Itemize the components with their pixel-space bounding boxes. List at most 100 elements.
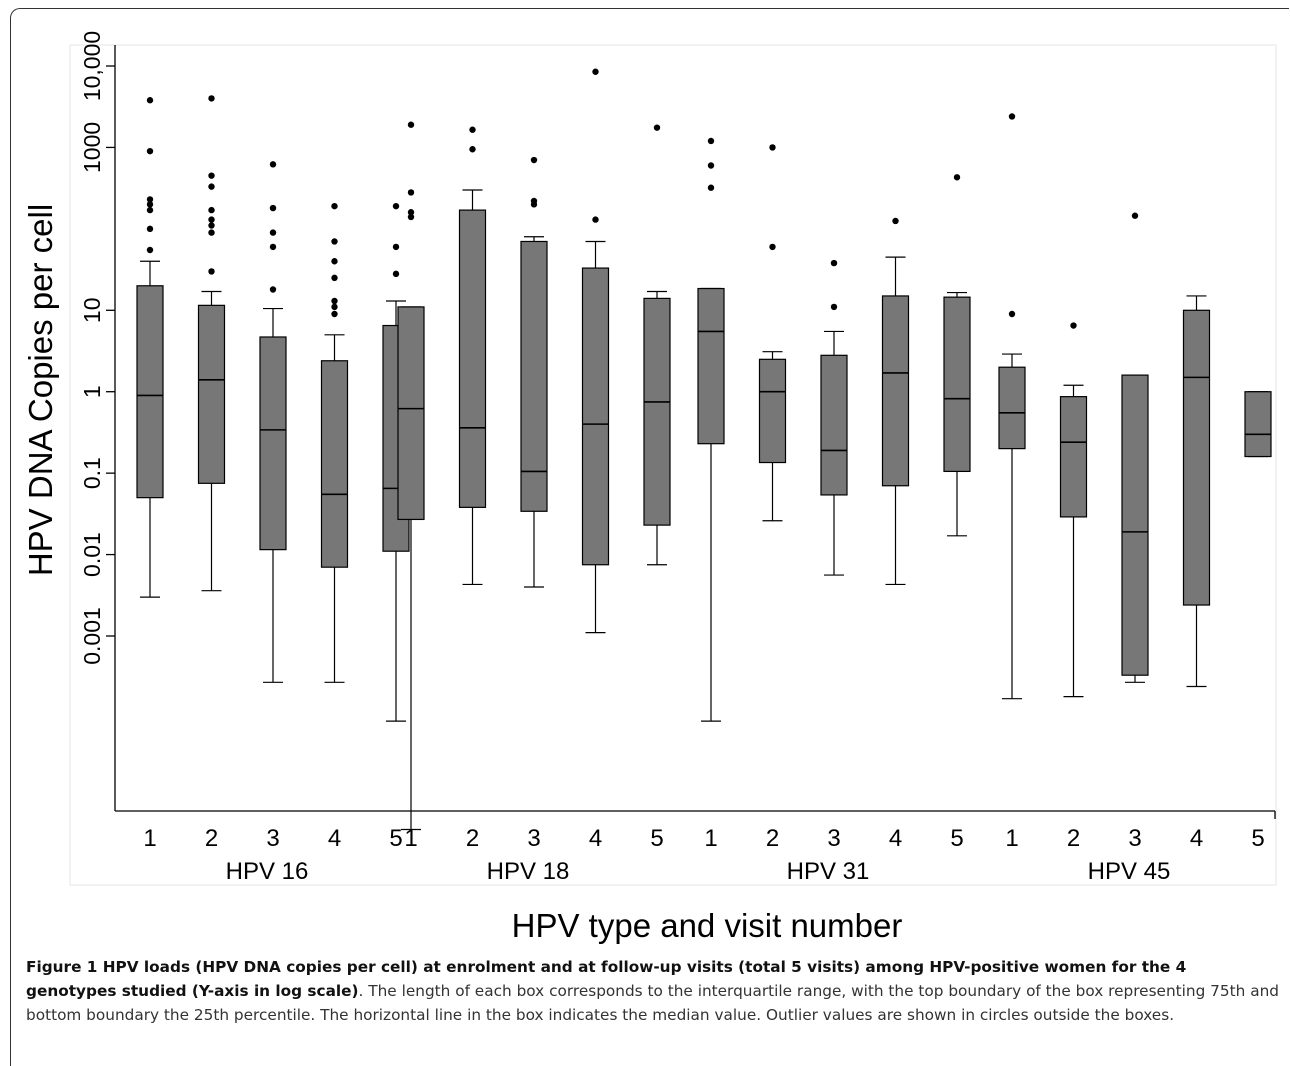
outlier-point <box>392 243 400 251</box>
visit-label: 5 <box>650 825 663 852</box>
outlier-point <box>407 209 415 216</box>
outlier-point <box>208 229 215 236</box>
outlier-point <box>331 297 338 305</box>
group-label: HPV 16 <box>226 858 309 885</box>
y-tick-label: 0.1 <box>79 457 105 489</box>
outlier-point <box>707 184 715 191</box>
outlier-point <box>208 206 215 214</box>
group-label: HPV 31 <box>787 858 870 885</box>
iqr-box <box>758 358 787 464</box>
iqr-box <box>643 297 671 526</box>
outlier-point <box>208 95 215 102</box>
iqr-box <box>320 360 349 568</box>
box-3-3 <box>1182 295 1211 688</box>
iqr-box <box>1059 396 1088 518</box>
outlier-point <box>146 201 154 208</box>
outlier-point <box>407 121 415 128</box>
visit-label: 4 <box>328 825 341 852</box>
x-axis-title: HPV type and visit number <box>512 907 903 944</box>
outlier-point <box>830 303 838 311</box>
box-2-3 <box>881 217 910 586</box>
visit-label: 3 <box>266 825 279 852</box>
caption-body: . The length of each box corresponds to … <box>26 982 1279 1024</box>
outlier-point <box>707 162 715 169</box>
outlier-point <box>146 97 154 104</box>
box-1-2 <box>520 156 548 588</box>
visit-label: 3 <box>1128 825 1141 852</box>
outlier-point <box>469 126 476 133</box>
outlier-point <box>146 206 154 214</box>
outlier-point <box>469 146 476 153</box>
visit-label: 2 <box>466 825 479 852</box>
outlier-point <box>769 243 776 251</box>
figure-frame <box>10 8 1289 1066</box>
box-plot-chart: 0.001 0.01 0.1 1 10 1000 10,000 1 2 3 4 5 HPV 16 1 2 3… <box>22 31 1277 944</box>
outlier-point <box>530 201 538 208</box>
group-label: HPV 18 <box>487 858 570 885</box>
visit-label: 2 <box>205 825 218 852</box>
outlier-point <box>146 196 154 203</box>
iqr-box <box>136 285 164 499</box>
outlier-point <box>208 216 215 223</box>
visit-label: 4 <box>1190 825 1203 852</box>
y-tick-label: 10,000 <box>79 31 105 101</box>
iqr-box <box>697 287 725 445</box>
y-axis-title: HPV DNA Copies per cell <box>22 204 59 576</box>
iqr-box <box>998 366 1026 450</box>
outlier-point <box>1008 113 1016 120</box>
box-0-2 <box>259 161 287 683</box>
outlier-point <box>269 161 277 168</box>
visit-label: 5 <box>389 825 402 852</box>
outlier-point <box>892 217 899 225</box>
outlier-point <box>208 183 215 190</box>
outlier-point <box>208 172 215 179</box>
visit-label: 4 <box>889 825 902 852</box>
outlier-point <box>1131 212 1139 219</box>
outlier-point <box>331 238 338 245</box>
visit-label: 3 <box>827 825 840 852</box>
box-0-0 <box>136 97 164 598</box>
box-0-1 <box>197 95 226 592</box>
box-1-3 <box>581 68 610 634</box>
outlier-point <box>769 144 776 151</box>
box-1-0 <box>397 121 425 831</box>
outlier-point <box>208 222 215 229</box>
y-tick-label: 10 <box>79 297 105 323</box>
plot-background <box>69 44 1277 886</box>
visit-label: 1 <box>704 825 717 852</box>
outlier-point <box>953 174 961 181</box>
box-0-3 <box>320 202 349 683</box>
iqr-box <box>458 209 487 508</box>
box-3-0 <box>998 113 1026 700</box>
visit-label: 2 <box>1067 825 1080 852</box>
outlier-point <box>269 204 277 212</box>
iqr-box <box>581 267 610 566</box>
iqr-box <box>820 354 848 496</box>
y-tick-label: 0.001 <box>79 607 105 665</box>
outlier-point <box>331 274 338 282</box>
figure-caption: Figure 1 HPV loads (HPV DNA copies per c… <box>26 955 1281 1027</box>
visit-label: 1 <box>143 825 156 852</box>
outlier-point <box>146 147 154 155</box>
outlier-point <box>1008 310 1016 318</box>
outlier-point <box>592 216 599 223</box>
outlier-point <box>392 202 400 210</box>
box-2-1 <box>758 144 787 522</box>
iqr-box <box>1182 309 1211 606</box>
y-tick-label: 1 <box>79 385 105 398</box>
outlier-point <box>208 268 215 275</box>
box-3-2 <box>1121 212 1149 683</box>
outlier-point <box>331 310 338 318</box>
outlier-point <box>269 243 277 251</box>
group-label: HPV 45 <box>1088 858 1171 885</box>
iqr-box <box>259 336 287 551</box>
y-tick-label: 0.01 <box>79 532 105 577</box>
outlier-point <box>146 225 154 233</box>
visit-label: 1 <box>1005 825 1018 852</box>
outlier-point <box>407 213 415 221</box>
outlier-point <box>331 258 338 265</box>
outlier-point <box>707 137 715 145</box>
box-2-0 <box>697 137 725 722</box>
outlier-point <box>392 270 400 278</box>
visit-label: 1 <box>404 825 417 852</box>
